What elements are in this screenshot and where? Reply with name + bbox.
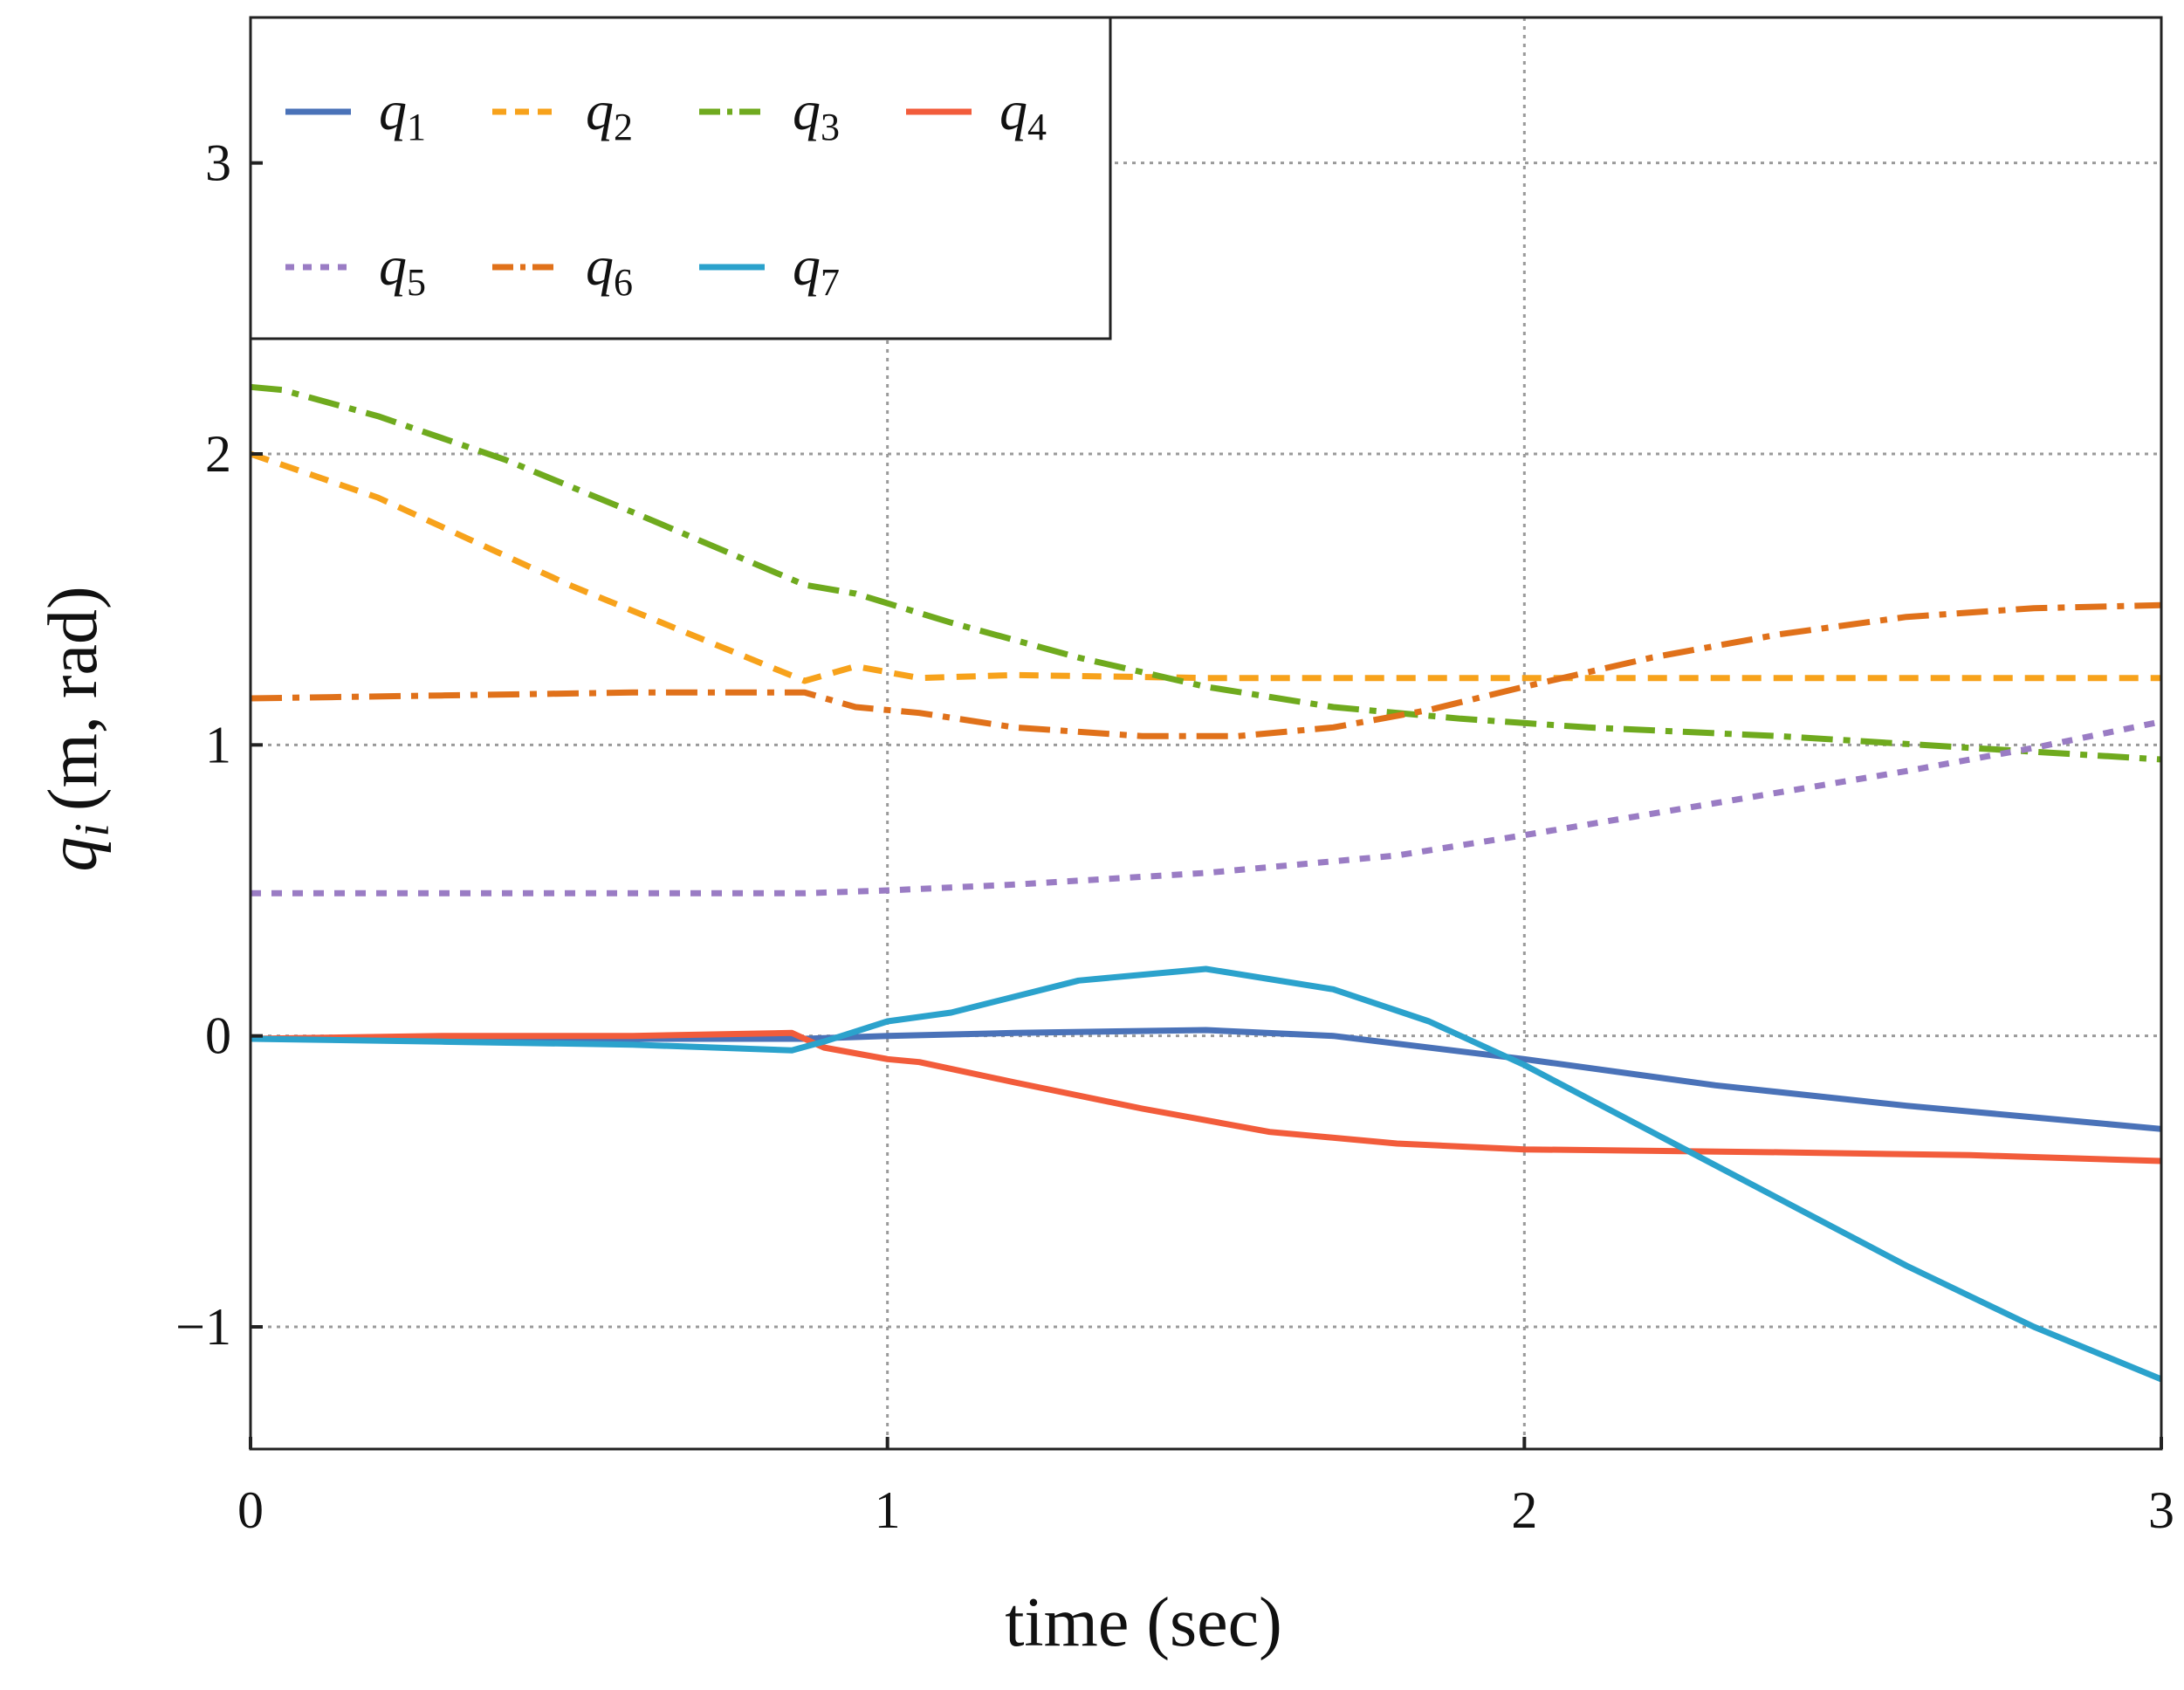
x-tick-label: 2: [1511, 1481, 1537, 1539]
x-tick-label: 1: [875, 1481, 901, 1539]
axes: 0 1 2 3 −1 0 1 2 3: [175, 16, 2174, 1539]
x-axis-title: time (sec): [1005, 1584, 1282, 1661]
legend-label-q2: q2: [586, 79, 633, 148]
series-line-q3: [250, 383, 2162, 763]
y-tick-label: 1: [205, 716, 231, 773]
legend-box: [249, 16, 1112, 340]
series-line-q4: [250, 1029, 2162, 1164]
legend-label-q7: q7: [793, 235, 840, 304]
legend-label-q5: q5: [379, 235, 426, 304]
legend-label-q4: q4: [999, 79, 1047, 148]
series-line-q2: [249, 450, 2161, 684]
legend-label-q3: q3: [793, 79, 840, 148]
series-line-q7: [250, 965, 2163, 1383]
y-tick-label: 0: [205, 1007, 231, 1065]
legend-label-q6: q6: [586, 235, 633, 304]
series-line-q6: [250, 601, 2162, 739]
plot-frame: [249, 16, 2163, 1451]
x-tick-label: 0: [237, 1481, 264, 1539]
legend: q1 q2 q3 q4 q5 q6 q7: [285, 79, 1047, 304]
y-axis-title-var: q: [35, 837, 112, 872]
legend-label-q1: q1: [379, 79, 426, 148]
series-line-q5: [251, 718, 2162, 897]
y-tick-label: 3: [205, 134, 231, 192]
y-axis-title-sub: i: [65, 823, 120, 837]
series-lines: [249, 383, 2163, 1383]
y-axis-title-units: (m, rad): [35, 586, 112, 811]
y-axis-title: qi (m, rad): [35, 586, 120, 871]
y-tick-label: −1: [175, 1298, 231, 1356]
y-tick-label: 2: [205, 425, 231, 483]
x-tick-label: 3: [2148, 1481, 2174, 1539]
